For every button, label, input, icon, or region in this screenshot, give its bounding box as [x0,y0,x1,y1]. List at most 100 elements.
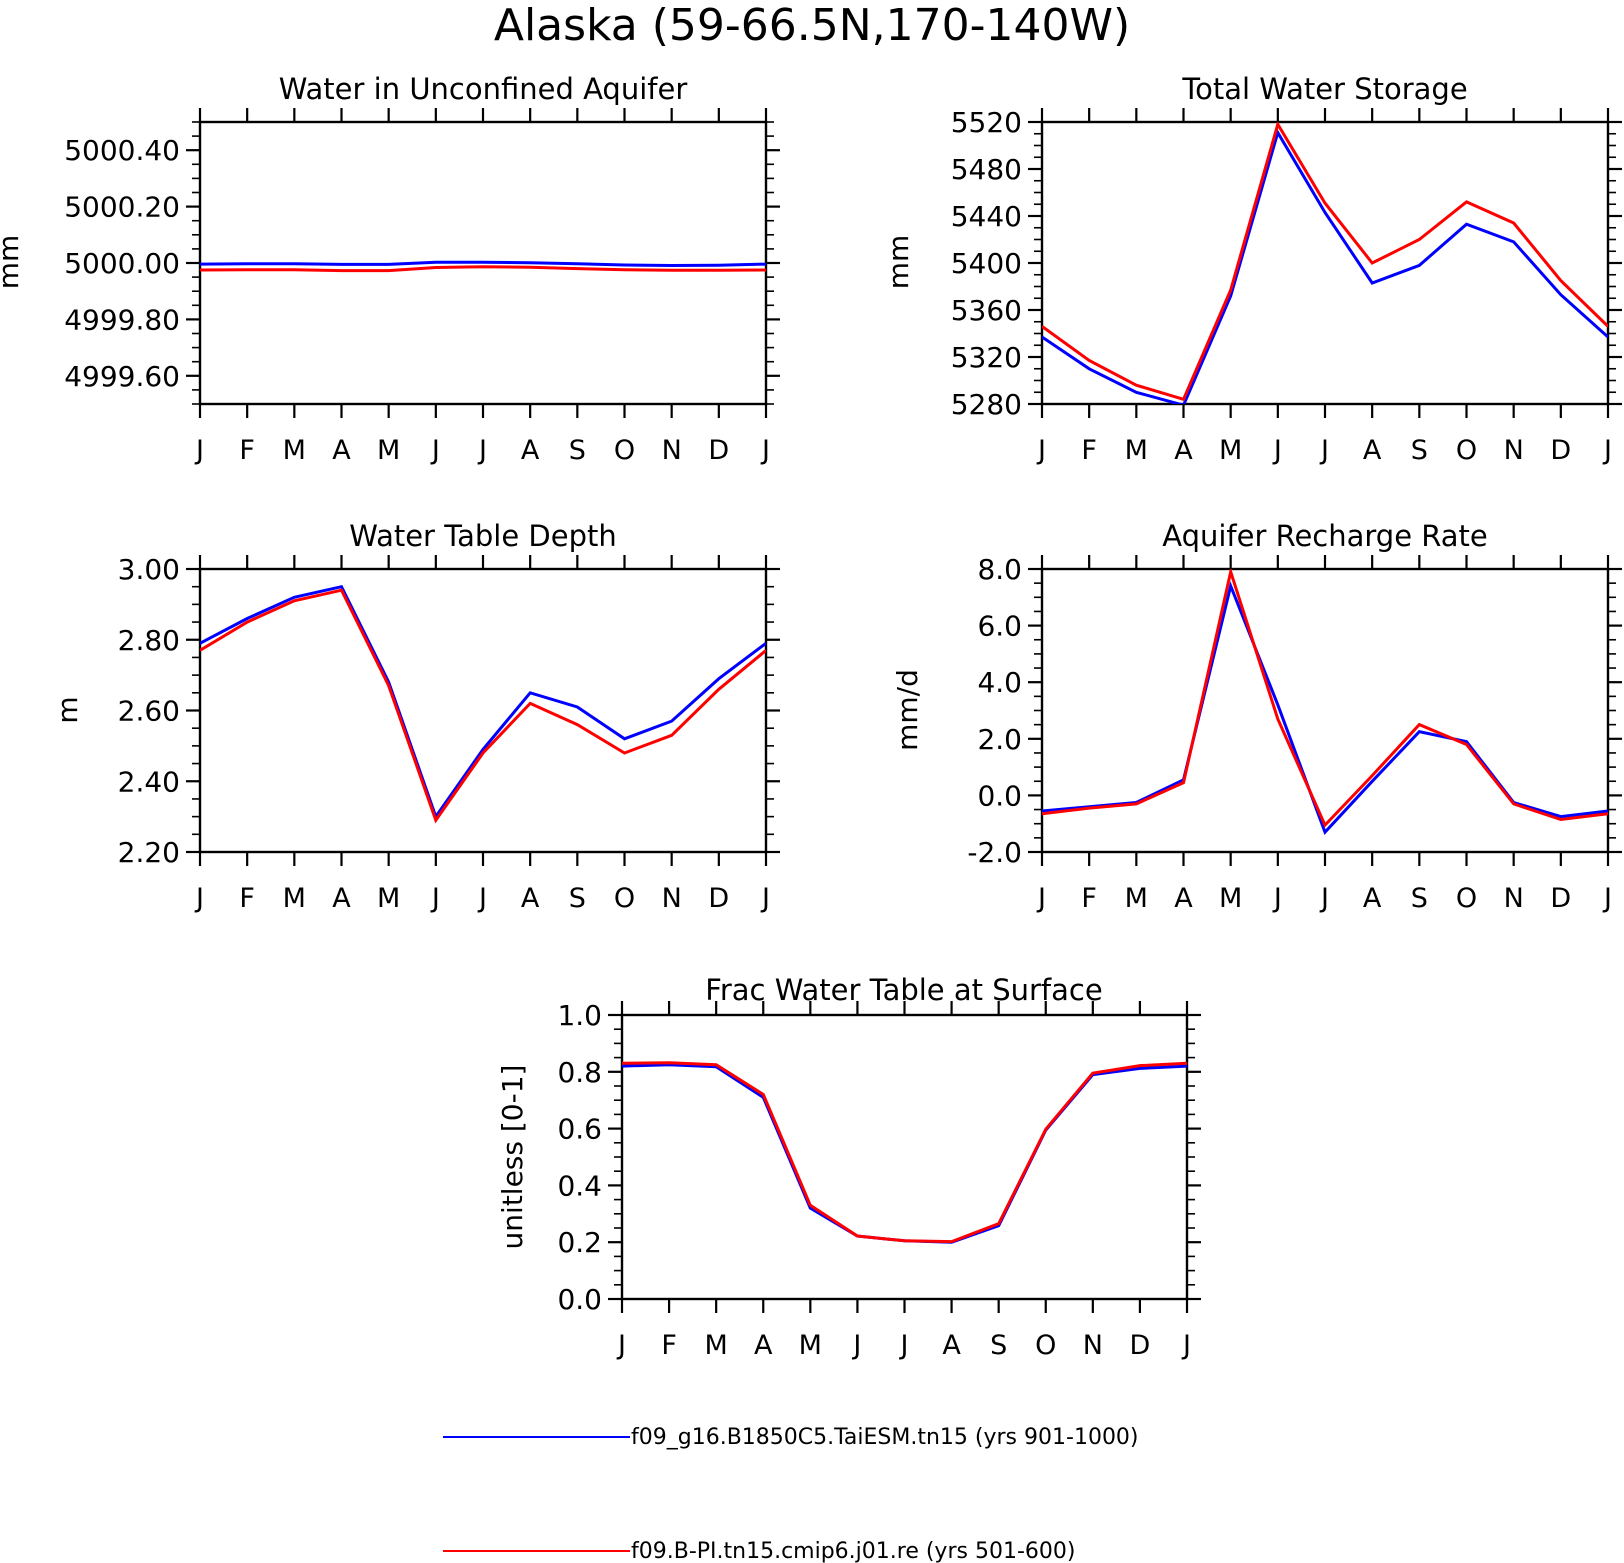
y-tick-label: -2.0 [967,836,1022,869]
x-tick-label: J [1319,883,1329,914]
x-tick-label: F [239,435,255,466]
x-tick-label: A [1363,435,1382,466]
y-axis-label: m [51,696,84,723]
x-tick-label: J [760,883,770,914]
y-tick-label: 4999.60 [64,360,180,393]
x-tick-label: A [1174,435,1193,466]
x-tick-label: A [754,1330,773,1361]
x-tick-label: D [708,883,729,914]
x-tick-label: A [1174,883,1193,914]
x-tick-label: J [1602,883,1612,914]
x-tick-label: J [1272,435,1282,466]
x-tick-label: M [377,883,400,914]
y-tick-label: 3.00 [118,553,180,586]
y-tick-label: 2.0 [977,723,1022,756]
y-tick-label: 5320 [951,341,1022,374]
x-tick-label: J [1181,1330,1191,1361]
x-tick-label: A [942,1330,961,1361]
series-line-2 [622,1061,1187,1244]
x-tick-label: J [760,435,770,466]
x-tick-label: M [705,1330,728,1361]
x-tick-label: M [1125,883,1148,914]
x-tick-label: F [1081,883,1097,914]
x-tick-label: J [1602,435,1612,466]
y-tick-label: 1.0 [557,999,602,1032]
y-tick-label: 2.80 [118,624,180,657]
series-line-1 [1042,128,1608,404]
x-tick-label: O [614,883,635,914]
y-tick-label: 0.4 [557,1169,602,1202]
x-tick-label: A [332,883,351,914]
x-tick-label: M [1125,435,1148,466]
x-tick-label: N [662,883,682,914]
plot-frame [198,567,768,854]
legend: f09_g16.B1850C5.TaiESM.tn15 (yrs 901-100… [443,1425,1139,1563]
x-tick-label: A [332,435,351,466]
panel-title: Water Table Depth [349,519,617,553]
x-tick-label: D [1130,1330,1151,1361]
y-tick-label: 0.8 [557,1056,602,1089]
y-axis-label: mm [0,235,25,290]
y-tick-label: 5480 [951,153,1022,186]
legend-label-series-2: f09.B-PI.tn15.cmip6.j01.re (yrs 501-600) [631,1539,1075,1563]
x-tick-label: S [569,435,586,466]
y-tick-label: 4999.80 [64,303,180,336]
series-line-1 [200,260,766,268]
series-line-1 [200,584,766,820]
x-tick-label: N [1504,435,1524,466]
x-tick-label: N [1083,1330,1103,1361]
x-tick-label: J [477,435,487,466]
legend-label-series-1: f09_g16.B1850C5.TaiESM.tn15 (yrs 901-100… [631,1425,1139,1450]
plot-frame [1040,567,1610,854]
x-tick-label: J [477,883,487,914]
y-tick-label: 5000.20 [64,191,180,224]
y-tick-label: 5360 [951,294,1022,327]
x-tick-label: J [851,1330,861,1361]
panel-title: Total Water Storage [1181,72,1467,106]
x-tick-label: J [1272,883,1282,914]
figure-title: Alaska (59-66.5N,170-140W) [494,0,1130,51]
y-tick-label: 5280 [951,388,1022,421]
x-tick-label: A [1363,883,1382,914]
x-tick-label: J [430,435,440,466]
x-tick-label: J [616,1330,626,1361]
chart-frac-water-table-at-surface: Frac Water Table at Surface unitless [0-… [496,973,1201,1361]
x-tick-label: J [430,883,440,914]
chart-aquifer-recharge-rate: Aquifer Recharge Rate mm/d -2.0 0.0 2.0 4.0… [891,519,1622,914]
series-line-1 [1042,581,1608,836]
x-tick-label: J [899,1330,909,1361]
x-tick-label: A [521,883,540,914]
x-tick-label: S [1411,883,1428,914]
y-tick-label: 8.0 [977,553,1022,586]
x-tick-label: J [194,435,204,466]
x-tick-label: D [1550,435,1571,466]
x-tick-label: M [1219,883,1242,914]
chart-water-table-depth: Water Table Depth m 2.20 2.40 2.60 2.80 3.00… [51,519,780,914]
series-line-2 [1042,569,1608,828]
series-line-2 [1042,122,1608,402]
panel-title: Water in Unconfined Aquifer [279,72,688,106]
y-tick-label: 2.40 [118,765,180,798]
x-tick-label: S [990,1330,1007,1361]
plot-frame [1040,120,1610,406]
x-tick-label: M [283,435,306,466]
series-line-1 [622,1063,1187,1244]
x-tick-label: N [662,435,682,466]
y-tick-label: 5520 [951,106,1022,139]
y-tick-label: 5400 [951,247,1022,280]
chart-water-in-unconfined-aquifer: Water in Unconfined Aquifer mm 4999.60 49… [0,72,780,466]
y-tick-label: 5000.40 [64,134,180,167]
x-tick-label: O [1456,883,1477,914]
y-tick-label: 0.0 [977,779,1022,812]
x-tick-label: J [1036,883,1046,914]
x-tick-label: F [1081,435,1097,466]
series-line-2 [200,265,766,273]
y-axis-label: mm/d [891,669,924,751]
x-tick-label: S [569,883,586,914]
x-tick-label: F [239,883,255,914]
x-tick-label: J [194,883,204,914]
x-tick-label: J [1319,435,1329,466]
chart-total-water-storage: Total Water Storage mm 5280 5320 5360 5400 5… [882,72,1622,466]
y-tick-label: 6.0 [977,610,1022,643]
y-axis-label: mm [882,235,915,290]
